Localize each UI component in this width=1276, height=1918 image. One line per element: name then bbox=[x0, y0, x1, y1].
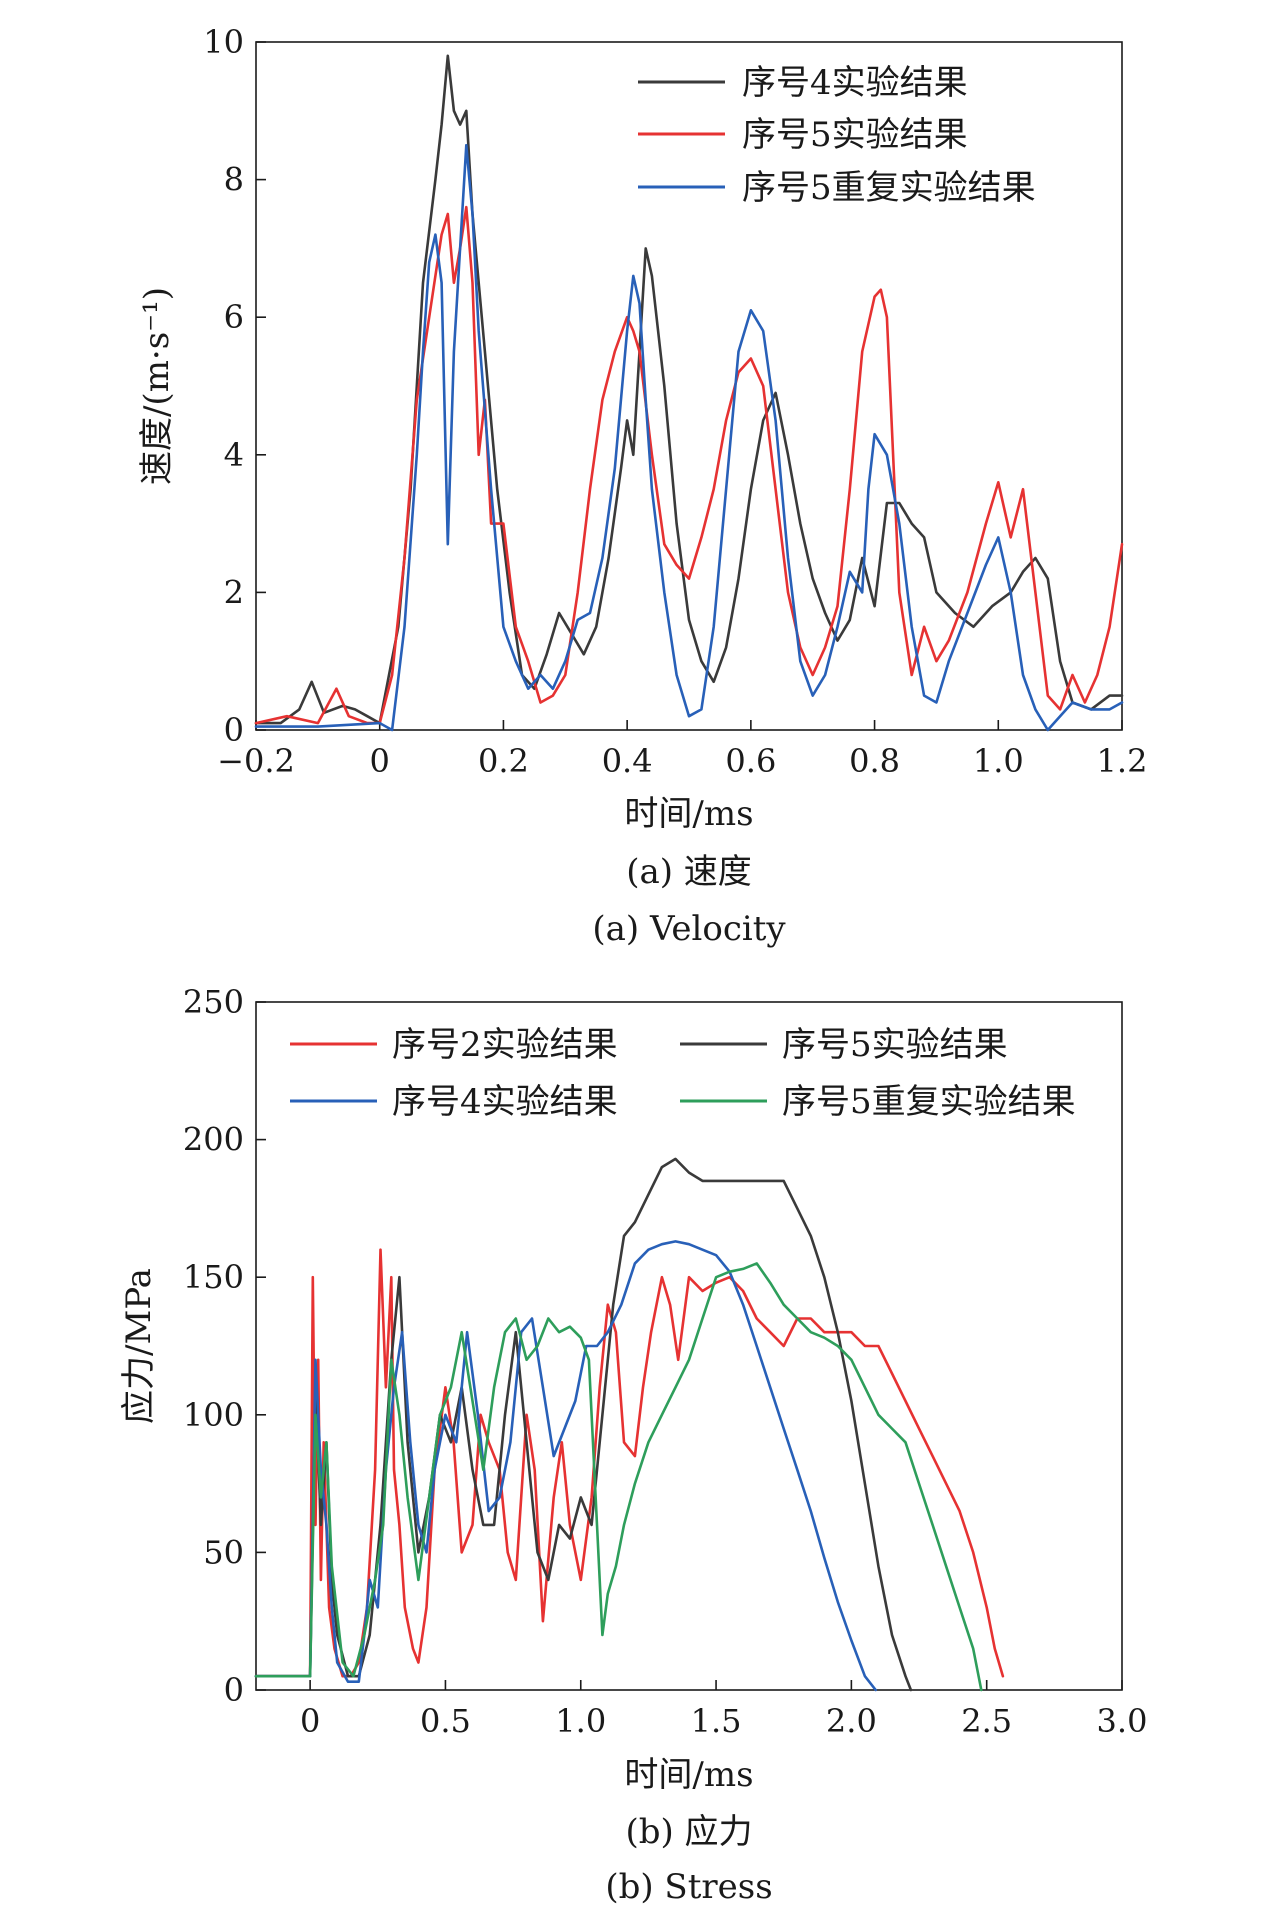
velocity-y-tick-label: 0 bbox=[224, 711, 244, 749]
stress-series-line-2 bbox=[254, 1157, 913, 1692]
stress-x-tick-label: 0 bbox=[300, 1702, 320, 1740]
velocity-x-tick-label: −0.2 bbox=[217, 742, 295, 780]
stress-y-tick-label: 150 bbox=[183, 1258, 244, 1296]
velocity-series-line-2 bbox=[254, 205, 1124, 725]
legend-label-velocity-series-1: 序号4实验结果 bbox=[742, 63, 968, 103]
stress-y-tick-label: 50 bbox=[203, 1533, 244, 1571]
stress-y-tick-label: 0 bbox=[224, 1671, 244, 1709]
stress-legend: 序号2实验结果 序号5实验结果 序号4实验结果 序号5重复实验结果 bbox=[290, 1025, 1076, 1122]
velocity-x-tick-label: 0.2 bbox=[478, 742, 529, 780]
stress-series-line-3 bbox=[254, 1240, 878, 1692]
velocity-y-tick-label: 10 bbox=[203, 23, 244, 61]
stress-y-tick-label: 100 bbox=[183, 1396, 244, 1434]
stress-caption-cn: (b) 应力 bbox=[625, 1812, 752, 1852]
stress-x-tick-label: 3.0 bbox=[1097, 1702, 1148, 1740]
stress-x-tick-label: 1.0 bbox=[555, 1702, 606, 1740]
velocity-y-axis-label: 速度/(m·s⁻¹) bbox=[137, 287, 177, 485]
stress-y-tick-label: 250 bbox=[183, 983, 244, 1021]
velocity-plot-frame bbox=[255, 41, 1123, 731]
velocity-caption-cn: (a) 速度 bbox=[626, 852, 752, 892]
stress-x-tick-label: 2.5 bbox=[961, 1702, 1012, 1740]
velocity-x-tick-label: 0.6 bbox=[725, 742, 776, 780]
stress-series bbox=[254, 1157, 1005, 1692]
velocity-y-tick-label: 2 bbox=[224, 573, 244, 611]
stress-x-tick-label: 1.5 bbox=[691, 1702, 742, 1740]
stress-chart: 0 0.5 1.0 1.5 2.0 2.5 3.0 0 50 100 150 200 250 序号2实验… bbox=[119, 983, 1147, 1907]
velocity-caption-en: (a) Velocity bbox=[592, 909, 786, 949]
stress-ticks: 0 0.5 1.0 1.5 2.0 2.5 3.0 0 50 100 150 200 250 bbox=[183, 983, 1148, 1740]
legend-label-velocity-series-3: 序号5重复实验结果 bbox=[742, 168, 1036, 208]
legend-label-stress-series-3: 序号4实验结果 bbox=[392, 1082, 618, 1122]
velocity-x-tick-label: 0.8 bbox=[849, 742, 900, 780]
legend-label-stress-series-4: 序号5重复实验结果 bbox=[782, 1082, 1076, 1122]
stress-x-tick-label: 0.5 bbox=[420, 1702, 471, 1740]
velocity-series-line-1 bbox=[254, 54, 1124, 725]
legend-label-stress-series-1: 序号2实验结果 bbox=[392, 1025, 618, 1065]
velocity-legend: 序号4实验结果 序号5实验结果 序号5重复实验结果 bbox=[638, 63, 1036, 208]
velocity-y-tick-label: 8 bbox=[224, 161, 244, 199]
legend-label-velocity-series-2: 序号5实验结果 bbox=[742, 115, 968, 155]
velocity-series-line-3 bbox=[254, 143, 1124, 732]
stress-series-line-4 bbox=[254, 1262, 983, 1692]
velocity-series bbox=[254, 54, 1124, 732]
velocity-y-tick-label: 6 bbox=[224, 298, 244, 336]
velocity-y-tick-label: 4 bbox=[224, 436, 244, 474]
velocity-x-axis-label: 时间/ms bbox=[624, 794, 753, 834]
stress-y-tick-label: 200 bbox=[183, 1121, 244, 1159]
stress-series-line-1 bbox=[254, 1248, 1005, 1678]
stress-caption-en: (b) Stress bbox=[605, 1867, 772, 1907]
legend-label-stress-series-2: 序号5实验结果 bbox=[782, 1025, 1008, 1065]
stress-plot-frame bbox=[255, 1001, 1123, 1691]
velocity-x-tick-label: 0 bbox=[370, 742, 390, 780]
stress-x-axis-label: 时间/ms bbox=[624, 1755, 753, 1795]
velocity-x-tick-label: 0.4 bbox=[602, 742, 653, 780]
velocity-x-tick-label: 1.2 bbox=[1097, 742, 1148, 780]
stress-x-tick-label: 2.0 bbox=[826, 1702, 877, 1740]
stress-y-axis-label: 应力/MPa bbox=[119, 1268, 159, 1424]
velocity-x-tick-label: 1.0 bbox=[973, 742, 1024, 780]
